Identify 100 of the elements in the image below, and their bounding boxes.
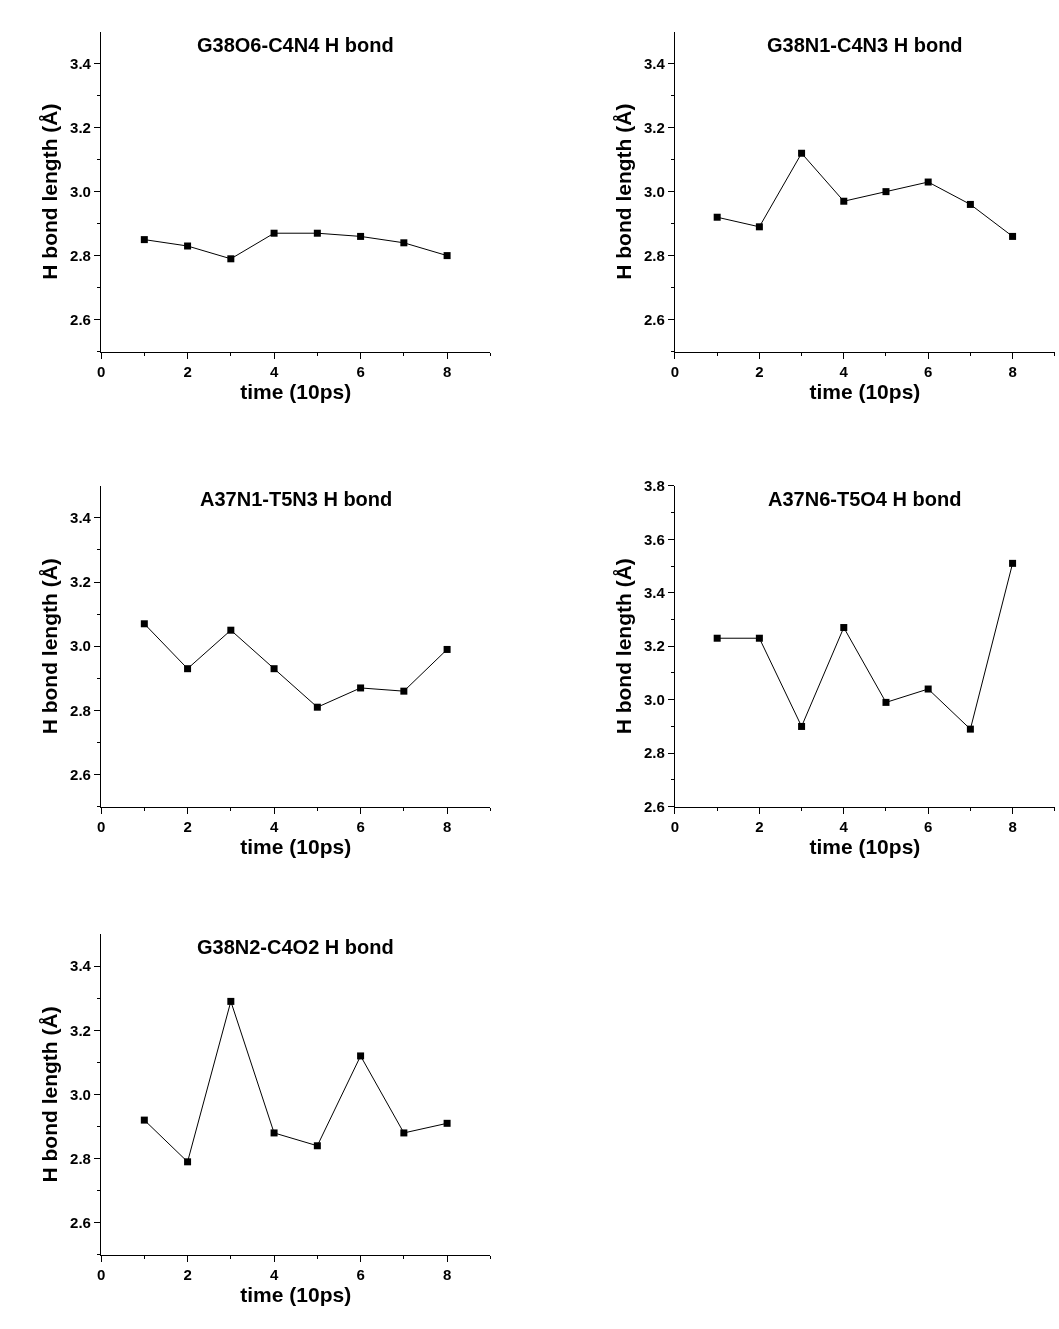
point (357, 232, 365, 240)
y-tick-label: 3.4 (70, 957, 92, 975)
y-tick-label: 3.8 (644, 477, 665, 495)
point (184, 1158, 192, 1166)
x-axis-title: time (10ps) (809, 834, 921, 858)
point (798, 149, 806, 157)
y-tick-label: 2.6 (70, 765, 91, 783)
x-tick-label: 6 (924, 362, 933, 380)
point (400, 1129, 408, 1137)
x-axis-title: time (10ps) (809, 379, 921, 403)
point (755, 634, 763, 642)
x-tick-label: 8 (442, 1265, 452, 1283)
x-tick-label: 2 (755, 362, 764, 380)
point (924, 178, 932, 186)
point (313, 1142, 321, 1150)
x-axis-title: time (10ps) (240, 1282, 352, 1306)
y-tick-label: 3.4 (70, 509, 92, 527)
point (1009, 232, 1017, 240)
y-tick-label: 3.0 (70, 182, 91, 200)
y-tick-label: 2.8 (70, 701, 91, 719)
x-tick-label: 4 (269, 362, 279, 380)
x-tick-label: 2 (183, 362, 192, 380)
y-tick-label: 3.2 (70, 118, 91, 136)
point (713, 213, 721, 221)
x-tick-label: 8 (1008, 817, 1017, 835)
point (840, 197, 848, 205)
x-tick-label: 6 (356, 1265, 365, 1283)
point (400, 687, 408, 695)
x-tick-label: 8 (1008, 362, 1017, 380)
point (270, 1129, 278, 1137)
x-tick-label: 6 (924, 817, 933, 835)
x-tick-label: 4 (839, 817, 849, 835)
point (443, 252, 451, 260)
x-tick-label: 6 (356, 362, 365, 380)
chart-title: G38N1-C4N3 H bond (767, 34, 963, 56)
point (184, 242, 192, 250)
y-tick-label: 2.6 (644, 310, 665, 328)
x-tick-label: 0 (670, 362, 680, 380)
point (270, 229, 278, 237)
point (966, 200, 974, 208)
y-axis-title: H bond length (Å) (38, 1006, 62, 1183)
point (313, 229, 321, 237)
point (357, 1052, 365, 1060)
point (966, 725, 974, 733)
chart-title: G38N2-C4O2 H bond (197, 936, 394, 958)
point (755, 223, 763, 231)
x-tick-label: 4 (269, 1265, 279, 1283)
point (313, 703, 321, 711)
x-tick-label: 0 (96, 817, 106, 835)
x-tick-label: 6 (356, 817, 365, 835)
point (882, 188, 890, 196)
point (140, 236, 148, 244)
x-axis-title: time (10ps) (240, 379, 352, 403)
y-tick-label: 2.8 (70, 1149, 91, 1167)
y-tick-label: 3.6 (644, 530, 665, 548)
y-tick-label: 2.8 (70, 246, 91, 264)
y-tick-label: 2.6 (644, 797, 665, 815)
y-tick-label: 2.8 (644, 246, 665, 264)
point (227, 997, 235, 1005)
x-axis-title: time (10ps) (240, 834, 352, 858)
point (924, 685, 932, 693)
x-tick-label: 0 (96, 362, 106, 380)
point (140, 620, 148, 628)
y-tick-label: 3.4 (644, 584, 666, 602)
point (1009, 559, 1017, 567)
x-tick-label: 2 (183, 817, 192, 835)
y-tick-label: 3.0 (644, 690, 665, 708)
x-tick-label: 4 (269, 817, 279, 835)
point (798, 722, 806, 730)
x-tick-label: 0 (670, 817, 680, 835)
y-tick-label: 3.0 (644, 182, 665, 200)
point (227, 626, 235, 634)
x-tick-label: 2 (183, 1265, 192, 1283)
y-axis-title: H bond length (Å) (38, 558, 62, 735)
x-tick-label: 8 (442, 817, 452, 835)
y-axis-title: H bond length (Å) (38, 103, 62, 280)
point (400, 239, 408, 247)
point (227, 255, 235, 263)
y-tick-label: 3.0 (70, 1085, 91, 1103)
x-tick-label: 2 (755, 817, 764, 835)
y-axis-title: H bond length (Å) (612, 103, 636, 280)
y-tick-label: 2.6 (70, 1214, 91, 1232)
point (357, 684, 365, 692)
point (184, 665, 192, 673)
y-tick-label: 3.4 (644, 54, 666, 72)
y-tick-label: 3.2 (70, 1021, 91, 1039)
point (270, 665, 278, 673)
y-tick-label: 3.4 (70, 54, 92, 72)
point (713, 634, 721, 642)
y-tick-label: 2.6 (70, 310, 91, 328)
chart-title: A37N6-T5O4 H bond (768, 488, 962, 510)
point (840, 624, 848, 632)
y-tick-label: 3.2 (70, 573, 91, 591)
chart-title: A37N1-T5N3 H bond (200, 488, 393, 510)
x-tick-label: 8 (442, 362, 452, 380)
x-tick-label: 4 (839, 362, 849, 380)
x-tick-label: 0 (96, 1265, 106, 1283)
chart-title: G38O6-C4N4 H bond (197, 34, 394, 56)
point (882, 698, 890, 706)
point (140, 1116, 148, 1124)
